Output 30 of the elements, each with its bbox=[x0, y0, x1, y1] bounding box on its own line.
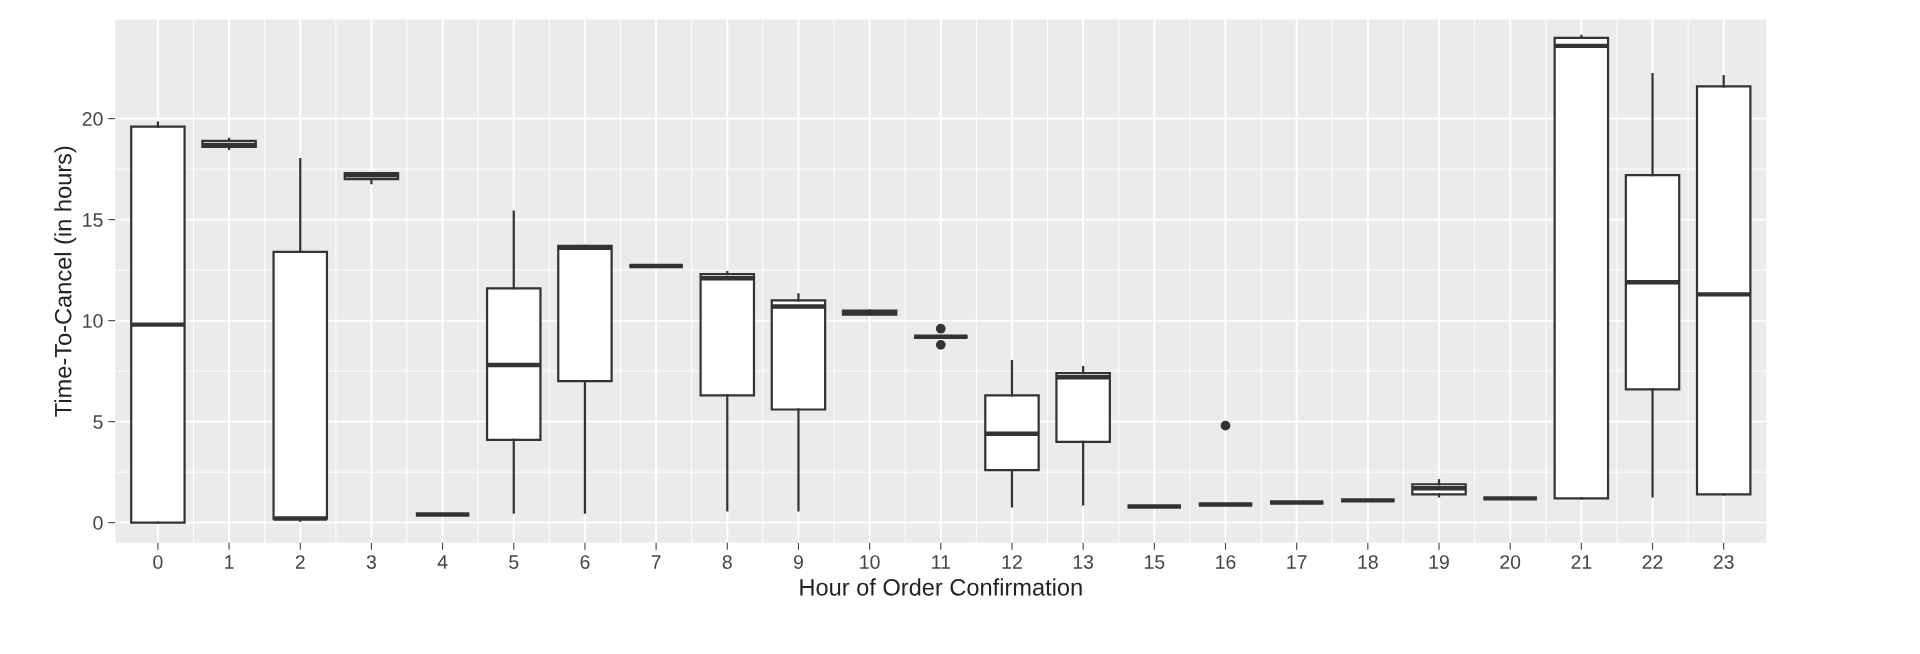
y-tick-label: 20 bbox=[82, 112, 103, 126]
x-tick-label: 17 bbox=[1287, 555, 1307, 569]
x-tick-label: 22 bbox=[1642, 555, 1663, 569]
x-tick-label: 20 bbox=[1500, 555, 1521, 569]
x-tick-label: 23 bbox=[1713, 555, 1734, 569]
y-tick-label: 15 bbox=[83, 213, 103, 227]
x-tick-label: 8 bbox=[722, 555, 732, 569]
x-tick-label: 21 bbox=[1571, 555, 1592, 569]
x-tick-label: 7 bbox=[651, 555, 661, 569]
x-tick-label: 6 bbox=[580, 555, 590, 569]
x-tick-label: 19 bbox=[1429, 555, 1449, 569]
x-tick-label: 18 bbox=[1358, 555, 1378, 569]
x-tick-label: 4 bbox=[437, 555, 448, 569]
y-tick-label: 10 bbox=[83, 314, 103, 328]
x-tick-label: 2 bbox=[295, 555, 305, 569]
x-tick-label: 13 bbox=[1073, 555, 1094, 569]
x-tick-label: 16 bbox=[1216, 555, 1236, 569]
x-axis-title: Hour of Order Confirmation bbox=[800, 578, 1082, 596]
x-tick-label: 9 bbox=[793, 555, 803, 569]
x-tick-label: 5 bbox=[509, 555, 519, 569]
y-axis-title: Time-To-Cancel (in hours) bbox=[54, 146, 77, 417]
x-tick-label: 0 bbox=[153, 555, 163, 569]
x-tick-label: 15 bbox=[1144, 555, 1165, 569]
x-tick-label: 1 bbox=[225, 555, 234, 569]
x-tick-label: 11 bbox=[932, 555, 950, 569]
y-tick-label: 5 bbox=[93, 415, 103, 429]
x-tick-label: 12 bbox=[1002, 555, 1022, 569]
x-tick-label: 3 bbox=[366, 555, 376, 569]
y-tick-label: 0 bbox=[93, 516, 103, 530]
x-tick-label: 10 bbox=[860, 555, 880, 569]
